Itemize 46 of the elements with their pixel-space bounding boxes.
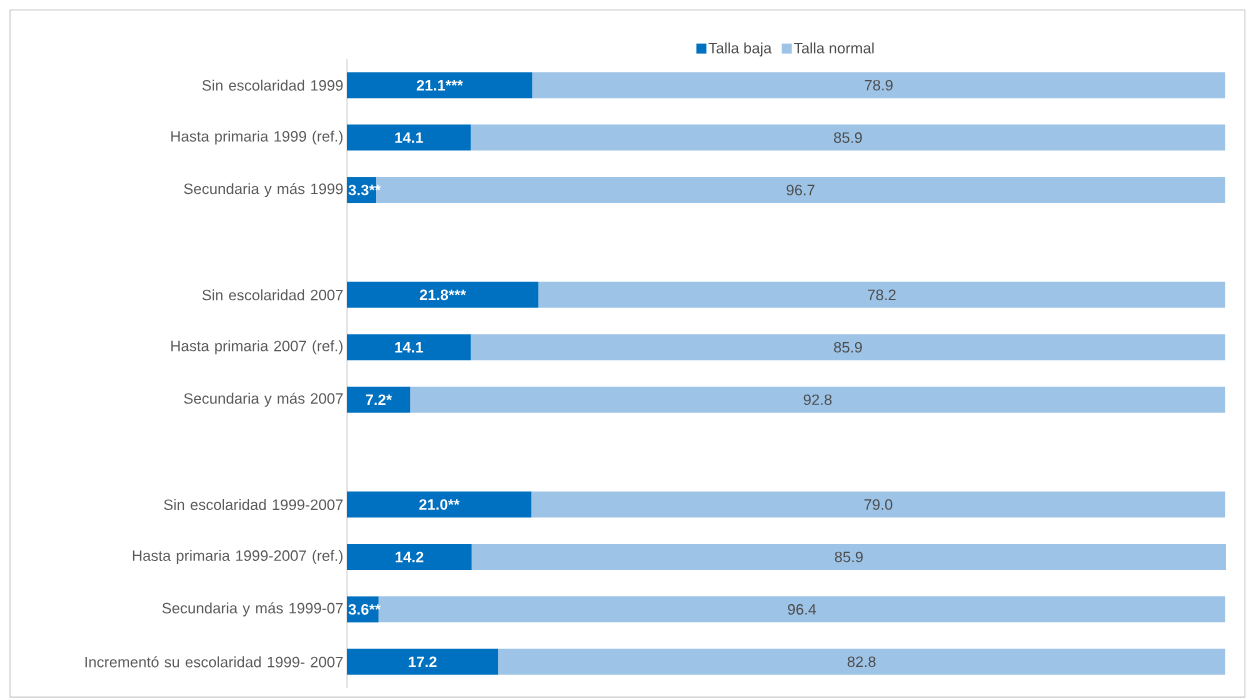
data-label: 14.2 — [395, 551, 424, 563]
y-tick-label: Sin escolaridad 1999 — [202, 79, 343, 91]
data-label: 78.2 — [867, 289, 896, 301]
bar — [410, 386, 1226, 413]
data-label: 7.2* — [365, 394, 392, 405]
y-tick-label: Secundaria y más 1999-07 — [162, 602, 343, 617]
bar — [347, 124, 471, 151]
data-label: 14.1 — [395, 342, 424, 353]
legend-label: Talla baja — [708, 42, 772, 57]
data-label: 96.7 — [786, 184, 815, 196]
bar — [347, 386, 411, 413]
data-label: 85.9 — [834, 341, 862, 353]
bar — [471, 543, 1226, 570]
bar — [470, 124, 1226, 151]
data-label: 21.0** — [419, 499, 460, 510]
y-tick-label: Sin escolaridad 2007 — [202, 289, 343, 301]
y-tick-label: Hasta primaria 1999-2007 (ref.) — [132, 549, 343, 564]
data-label: 78.9 — [864, 79, 893, 91]
bar — [470, 334, 1226, 361]
bar — [347, 491, 532, 518]
data-label: 21.1*** — [416, 79, 463, 91]
bar — [532, 72, 1226, 99]
y-tick-label: Incrementó su escolaridad 1999- 2007 — [85, 656, 343, 668]
data-label: 21.8*** — [419, 289, 467, 301]
data-label: 14.1 — [395, 132, 424, 143]
bar — [498, 648, 1226, 675]
bar — [347, 72, 533, 99]
y-tick-label: Sin escolaridad 1999-2007 — [164, 499, 343, 511]
bar — [531, 491, 1226, 518]
bar — [347, 648, 499, 675]
data-label: 85.9 — [834, 551, 863, 563]
data-label: 92.8 — [803, 394, 832, 405]
bar — [347, 334, 471, 361]
data-label: 79.0 — [864, 499, 893, 510]
data-label: 17.2 — [408, 656, 437, 668]
y-tick-label: Hasta primaria 1999 (ref.) — [171, 130, 343, 145]
bar — [347, 543, 472, 570]
bar — [347, 281, 539, 308]
data-label: 96.4 — [787, 604, 817, 615]
legend-label: Talla normal — [794, 42, 874, 54]
y-tick-label: Secundaria y más 2007 — [184, 392, 343, 407]
data-label: 82.8 — [847, 656, 876, 668]
y-tick-label: Hasta primaria 2007 (ref.) — [171, 340, 343, 355]
y-tick-label: Secundaria y más 1999 — [184, 182, 343, 198]
data-label: 85.9 — [834, 132, 862, 143]
bar — [538, 281, 1226, 308]
